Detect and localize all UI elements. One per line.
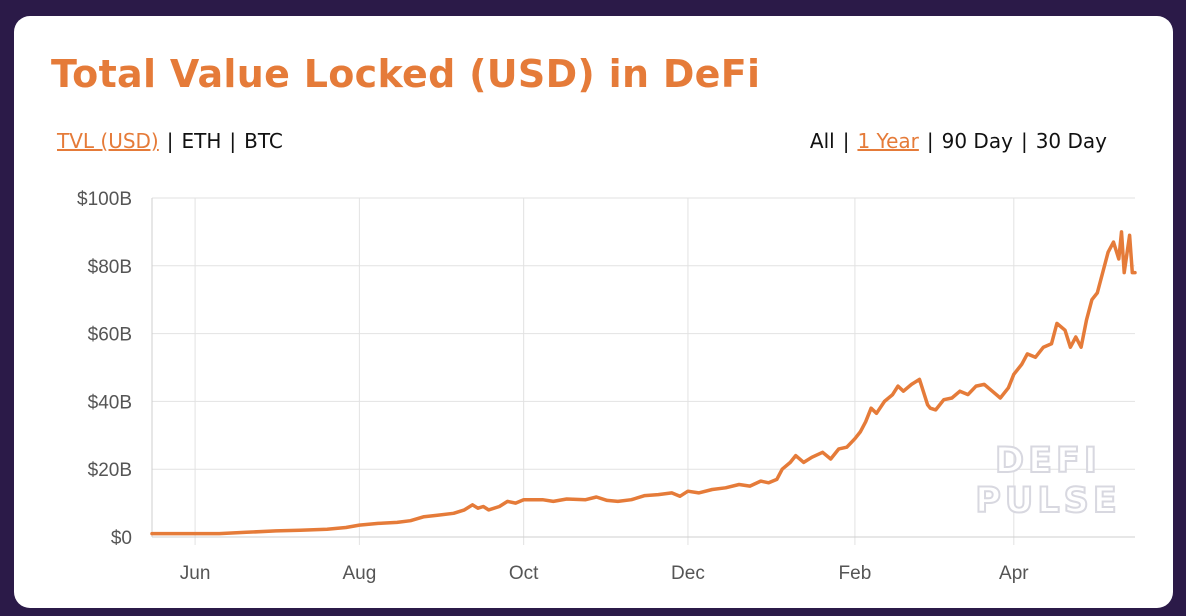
separator: |	[842, 129, 850, 153]
range-1-year[interactable]: 1 Year	[857, 129, 919, 153]
metric-tabs: TVL (USD) | ETH | BTC	[57, 129, 283, 153]
y-tick-label: $20B	[88, 460, 132, 481]
range-tabs: All | 1 Year | 90 Day | 30 Day	[810, 129, 1107, 153]
y-tick-label: $100B	[77, 189, 132, 210]
x-tick-label: Oct	[509, 563, 539, 584]
y-tick-label: $80B	[88, 257, 132, 278]
tab-btc[interactable]: BTC	[244, 129, 283, 153]
x-tick-label: Apr	[999, 563, 1029, 584]
chart-card: Total Value Locked (USD) in DeFi TVL (US…	[14, 16, 1173, 608]
separator: |	[1020, 129, 1028, 153]
chart-axes: $0 $20B $40B $60B $80B $100B Jun Aug Oct Dec Feb Ap…	[77, 189, 1135, 584]
separator: |	[926, 129, 934, 153]
tab-tvl-usd[interactable]: TVL (USD)	[57, 129, 159, 153]
x-tick-label: Dec	[671, 563, 705, 584]
range-30-day[interactable]: 30 Day	[1035, 129, 1107, 153]
series-line-tvl	[150, 230, 1137, 536]
chart-series	[150, 230, 1137, 536]
chart-title: Total Value Locked (USD) in DeFi	[51, 52, 761, 96]
tab-eth[interactable]: ETH	[181, 129, 222, 153]
y-tick-label: $40B	[88, 392, 132, 413]
x-tick-label: Feb	[839, 563, 872, 584]
x-tick-label: Aug	[342, 563, 376, 584]
range-90-day[interactable]: 90 Day	[941, 129, 1013, 153]
separator: |	[229, 129, 237, 153]
range-all[interactable]: All	[809, 129, 835, 153]
separator: |	[166, 129, 174, 153]
watermark: DEFI PULSE	[974, 440, 1121, 522]
y-tick-label: $60B	[88, 325, 132, 346]
x-tick-label: Jun	[180, 563, 211, 584]
watermark-line-1: DEFI	[995, 441, 1101, 481]
watermark-line-2: PULSE	[975, 481, 1121, 521]
y-tick-label: $0	[111, 528, 132, 549]
